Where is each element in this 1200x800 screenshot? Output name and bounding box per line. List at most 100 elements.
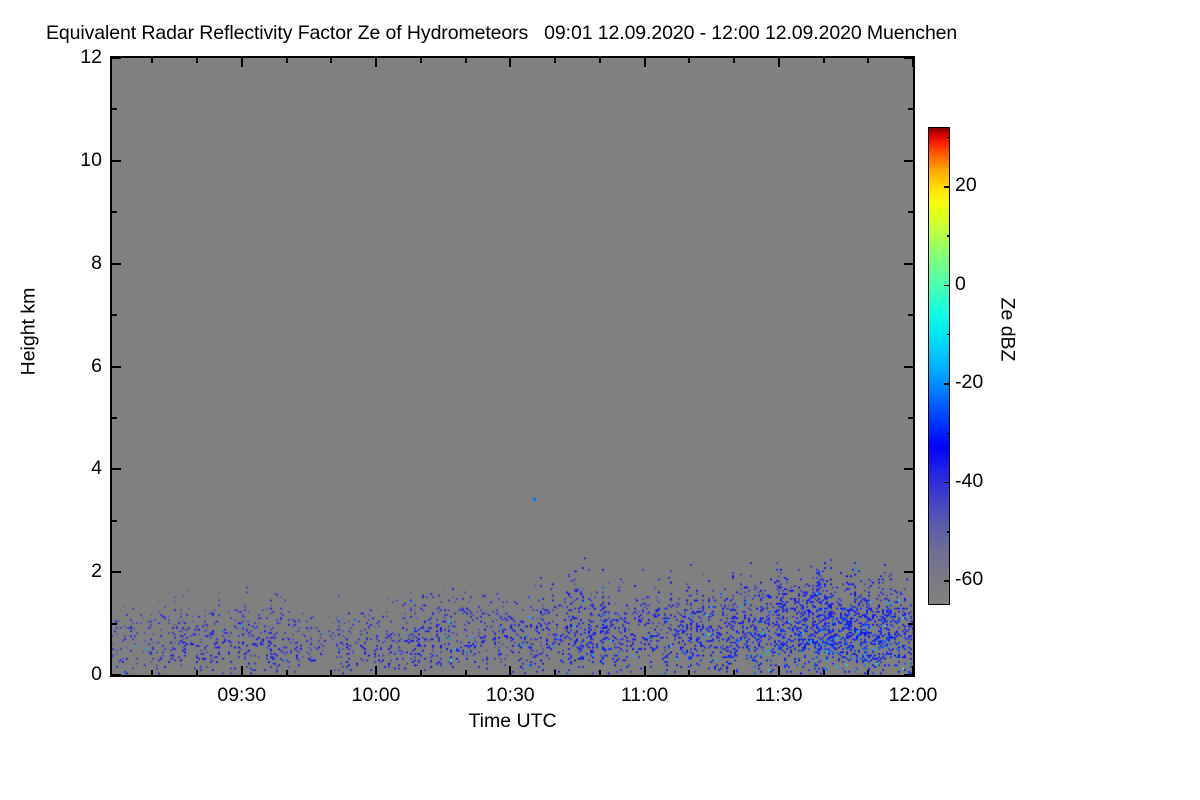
colorbar-ticklabel-neg60: -60 [955, 568, 984, 591]
y-tick-right-10 [904, 159, 913, 162]
x-tick-top-720 [912, 58, 914, 67]
x-tick-top-590 [330, 58, 333, 63]
colorbar-tick--50 [946, 531, 950, 533]
x-tick-top-640 [554, 58, 556, 63]
x-tick-670 [688, 670, 691, 675]
y-tick-right-3 [908, 519, 913, 522]
colorbar-tick-10 [946, 235, 950, 237]
y-tick-2 [112, 571, 121, 574]
y-tick-right-7 [908, 314, 913, 317]
reflectivity-heatmap-canvas [112, 58, 913, 675]
x-tick-690 [777, 666, 780, 675]
y-tick-right-12 [904, 57, 913, 59]
x-ticklabel-0930: 09:30 [217, 684, 267, 706]
x-ticklabel-1200: 12:00 [888, 684, 938, 706]
plot-area [110, 56, 915, 677]
y-ticklabel-0: 0 [91, 663, 102, 685]
x-tick-top-580 [285, 58, 288, 63]
x-tick-top-630 [509, 58, 512, 67]
x-tick-680 [733, 670, 735, 675]
y-ticklabel-12: 12 [80, 46, 102, 68]
x-tick-600 [375, 666, 378, 675]
colorbar-ticklabels: -60 -40 -20 0 20 [952, 127, 998, 605]
y-tick-right-4 [904, 468, 913, 471]
y-tick-right-11 [908, 108, 913, 111]
x-tick-top-700 [822, 58, 825, 63]
x-tick-top-650 [598, 58, 601, 63]
colorbar-tick--10 [946, 333, 950, 336]
y-tick-0 [112, 674, 121, 676]
x-ticklabel-1030: 10:30 [485, 684, 535, 706]
x-axis-ticklabels: 09:30 10:00 10:30 11:00 11:30 12:00 [110, 684, 937, 712]
x-tick-top-550 [151, 58, 154, 63]
colorbar-ticks [928, 127, 950, 605]
y-tick-10 [112, 159, 121, 162]
x-ticklabel-1130: 11:30 [755, 684, 803, 706]
x-tick-top-680 [733, 58, 735, 63]
y-tick-4 [112, 468, 121, 471]
colorbar-tick--30 [946, 432, 950, 435]
y-tick-right-0 [904, 674, 913, 676]
x-tick-640 [554, 670, 556, 675]
colorbar-title: Ze dBZ [996, 297, 1019, 362]
colorbar-ticklabel-20: 20 [955, 174, 977, 197]
y-tick-right-5 [908, 416, 913, 419]
colorbar-ticklabel-0: 0 [955, 272, 966, 295]
x-tick-top-620 [464, 58, 467, 63]
y-tick-3 [112, 519, 117, 522]
x-ticklabel-1000: 10:00 [351, 684, 401, 706]
y-tick-9 [112, 211, 117, 214]
x-tick-570 [240, 666, 243, 675]
y-ticklabel-8: 8 [91, 251, 102, 274]
colorbar [928, 127, 950, 605]
figure-title: Equivalent Radar Reflectivity Factor Ze … [46, 22, 958, 44]
colorbar-gradient [929, 128, 949, 604]
x-tick-650 [598, 670, 601, 675]
x-tick-top-600 [375, 58, 378, 67]
y-tick-5 [112, 416, 117, 419]
x-axis-title: Time UTC [468, 710, 557, 732]
y-tick-7 [112, 314, 117, 317]
x-ticklabel-1100: 11:00 [620, 684, 669, 706]
y-tick-right-2 [904, 571, 913, 574]
x-tick-top-560 [196, 58, 199, 63]
y-tick-1 [112, 622, 117, 625]
y-ticklabel-6: 6 [91, 354, 102, 377]
colorbar-tick-20 [944, 186, 950, 188]
x-tick-top-670 [688, 58, 691, 63]
y-tick-right-9 [908, 211, 913, 214]
y-tick-11 [112, 108, 117, 111]
x-tick-550 [151, 670, 154, 675]
y-axis-ticklabels: 0 2 4 6 8 10 12 [50, 47, 102, 683]
colorbar-tick-0 [944, 284, 950, 287]
y-tick-right-1 [908, 622, 913, 625]
y-ticklabel-10: 10 [80, 148, 102, 171]
x-tick-top-570 [240, 58, 243, 67]
colorbar-tick-30 [946, 136, 950, 139]
y-tick-12 [112, 57, 121, 59]
colorbar-tick--40 [944, 481, 950, 484]
x-tick-590 [330, 670, 333, 675]
colorbar-tick--60 [944, 580, 950, 582]
x-tick-top-690 [777, 58, 780, 67]
x-tick-top-710 [867, 58, 870, 63]
x-tick-700 [822, 670, 825, 675]
x-tick-710 [867, 670, 870, 675]
colorbar-tick--20 [944, 383, 950, 385]
x-tick-top-660 [643, 58, 646, 67]
x-tick-610 [419, 670, 422, 675]
x-tick-560 [196, 670, 199, 675]
x-tick-660 [643, 666, 646, 675]
x-tick-720 [912, 666, 914, 675]
y-ticklabel-4: 4 [91, 457, 102, 480]
colorbar-ticklabel-neg20: -20 [955, 371, 984, 394]
y-tick-6 [112, 365, 121, 368]
x-tick-top-610 [419, 58, 422, 63]
x-tick-630 [509, 666, 512, 675]
y-ticklabel-2: 2 [91, 560, 102, 583]
colorbar-ticklabel-neg40: -40 [955, 469, 984, 492]
x-tick-620 [464, 670, 467, 675]
y-tick-8 [112, 262, 121, 265]
x-tick-580 [285, 670, 288, 675]
